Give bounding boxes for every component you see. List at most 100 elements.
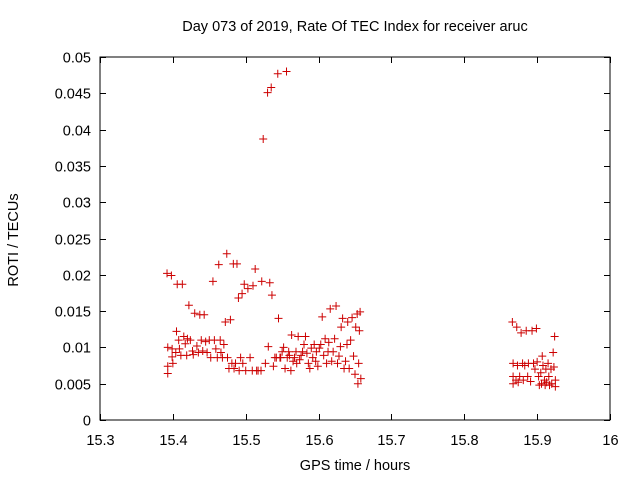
data-point xyxy=(305,364,314,373)
data-point xyxy=(201,337,210,346)
data-point xyxy=(200,310,209,319)
data-point xyxy=(348,313,357,322)
plot-frame xyxy=(99,56,611,421)
data-point xyxy=(536,368,545,377)
data-point xyxy=(163,362,172,371)
y-tick-label: 0.01 xyxy=(63,341,91,357)
data-point xyxy=(197,336,206,345)
x-tick-label: 15.9 xyxy=(523,433,551,449)
data-point xyxy=(514,378,523,387)
data-point xyxy=(267,83,276,92)
data-point xyxy=(208,277,217,286)
y-tick-label: 0.02 xyxy=(63,269,91,285)
data-point xyxy=(318,312,327,321)
data-point xyxy=(523,372,532,381)
data-point xyxy=(216,336,225,345)
data-point xyxy=(223,353,232,362)
data-point xyxy=(174,336,183,345)
data-point xyxy=(346,336,355,345)
data-point xyxy=(286,366,295,375)
data-point xyxy=(287,331,296,340)
data-point xyxy=(316,340,325,349)
data-point xyxy=(216,348,225,357)
y-axis-label: ROTI / TECUs xyxy=(6,193,22,286)
data-point xyxy=(167,271,176,280)
data-point xyxy=(246,353,255,362)
data-point xyxy=(356,307,365,316)
data-point xyxy=(168,359,177,368)
data-point xyxy=(298,347,307,356)
data-point xyxy=(171,348,180,357)
data-point xyxy=(329,347,338,356)
data-point xyxy=(168,352,177,361)
data-point xyxy=(274,314,283,323)
data-point xyxy=(551,382,560,391)
data-point xyxy=(261,359,270,368)
data-point xyxy=(327,357,336,366)
data-point xyxy=(282,67,291,76)
data-point xyxy=(194,348,203,357)
data-point xyxy=(264,342,273,351)
data-point xyxy=(190,309,199,318)
data-point xyxy=(211,344,220,353)
data-point xyxy=(300,340,308,349)
data-point xyxy=(334,352,343,361)
data-point xyxy=(265,278,274,287)
data-point xyxy=(219,340,228,349)
data-point xyxy=(301,332,310,341)
data-point xyxy=(528,326,537,335)
data-point xyxy=(251,264,260,273)
x-axis-label: GPS time / hours xyxy=(300,458,410,474)
data-point xyxy=(324,338,333,347)
data-point xyxy=(550,332,559,341)
data-point xyxy=(322,359,331,368)
data-point xyxy=(294,332,303,341)
data-point xyxy=(257,366,266,375)
data-point xyxy=(257,277,266,286)
data-point xyxy=(243,284,252,293)
y-tick-label: 0.035 xyxy=(55,160,91,176)
data-point xyxy=(175,344,184,353)
data-point xyxy=(198,347,207,356)
data-point xyxy=(508,317,517,326)
data-point xyxy=(295,355,304,364)
data-point xyxy=(236,353,245,362)
data-point xyxy=(304,359,313,368)
data-point xyxy=(341,357,350,366)
data-point xyxy=(315,344,324,353)
data-point xyxy=(163,369,172,378)
data-point xyxy=(279,343,288,352)
data-point xyxy=(343,317,352,326)
data-point xyxy=(297,351,306,360)
data-point xyxy=(290,353,299,362)
data-point xyxy=(189,350,198,359)
x-tick-label: 16 xyxy=(602,433,618,449)
data-point xyxy=(188,347,197,356)
data-point xyxy=(231,359,240,368)
data-point xyxy=(354,359,363,368)
data-point xyxy=(515,372,524,381)
y-tick-label: 0.015 xyxy=(55,305,91,321)
data-point xyxy=(330,334,339,343)
data-point xyxy=(226,315,235,324)
data-point xyxy=(538,352,547,361)
data-point xyxy=(186,336,195,345)
data-point xyxy=(351,370,359,379)
data-point xyxy=(172,327,181,336)
data-point xyxy=(222,249,231,258)
data-point xyxy=(533,357,542,366)
data-point xyxy=(273,69,282,78)
data-point xyxy=(230,364,239,373)
x-tick-label: 15.4 xyxy=(159,433,187,449)
data-point xyxy=(337,323,346,332)
x-tick-label: 15.6 xyxy=(305,433,333,449)
y-tick-label: 0.025 xyxy=(55,233,91,249)
data-point xyxy=(178,280,187,289)
data-point xyxy=(203,348,212,357)
data-point xyxy=(544,372,553,381)
data-point xyxy=(336,342,345,351)
data-point xyxy=(526,377,535,386)
data-point xyxy=(168,344,177,353)
data-point xyxy=(181,339,190,348)
